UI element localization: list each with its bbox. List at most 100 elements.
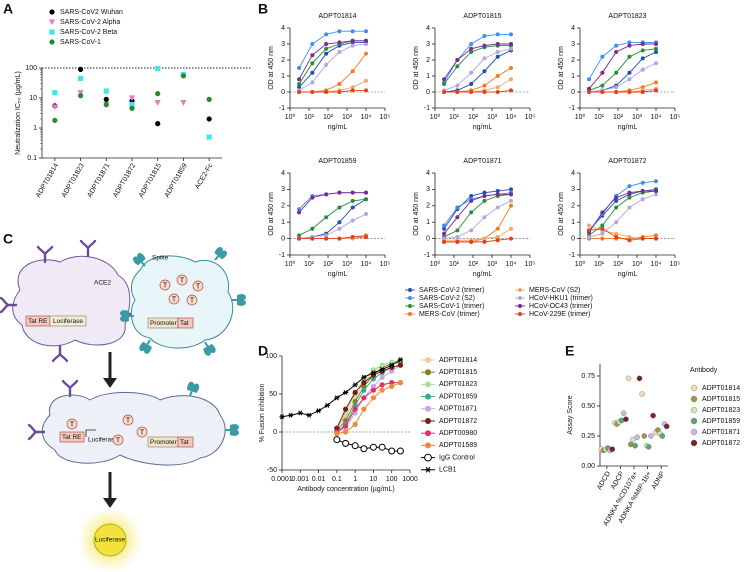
curve	[589, 228, 656, 241]
marker	[614, 234, 619, 239]
marker	[324, 233, 329, 238]
marker	[640, 42, 645, 46]
x-tick-label: ADPT01823	[61, 162, 86, 199]
y-tick-label: 4	[571, 170, 575, 177]
marker	[379, 367, 385, 373]
tat-label: Tat	[180, 320, 189, 327]
marker	[297, 82, 302, 86]
marker	[324, 32, 329, 37]
marker	[103, 102, 109, 108]
curve	[298, 30, 366, 69]
x-tick-label: 10³	[342, 261, 353, 268]
marker	[337, 82, 342, 86]
marker	[627, 90, 632, 94]
y-tick-label: 2	[571, 57, 575, 64]
y-tick-label: 2	[571, 203, 575, 210]
curve	[299, 53, 367, 93]
curve	[444, 49, 512, 93]
marker	[379, 387, 385, 393]
x-tick-label: 1	[353, 476, 357, 483]
y-tick-label: -1	[424, 105, 430, 112]
marker	[389, 362, 395, 368]
y-tick-label: 3	[426, 41, 430, 48]
marker	[614, 43, 619, 48]
marker	[469, 90, 474, 94]
marker	[641, 433, 648, 439]
y-tick-label: 4	[426, 170, 430, 177]
arrowhead	[103, 498, 117, 508]
marker	[342, 389, 349, 396]
curve	[298, 40, 366, 85]
marker	[482, 83, 487, 88]
marker	[587, 234, 592, 239]
marker	[623, 416, 629, 422]
marker	[614, 205, 619, 210]
marker	[654, 50, 658, 54]
tat-protein-label: T	[126, 417, 131, 424]
marker	[364, 42, 368, 46]
x-tick-label: 10¹	[449, 114, 460, 121]
marker	[360, 445, 368, 453]
marker	[324, 236, 329, 241]
marker	[352, 421, 358, 427]
marker	[337, 29, 342, 34]
marker	[509, 226, 513, 231]
marker	[690, 428, 698, 436]
legend-label: LCB1	[439, 467, 457, 474]
y-tick-label: 0.1	[27, 155, 37, 162]
marker	[155, 66, 161, 72]
curve	[444, 78, 512, 93]
x-tick-label: 10²	[468, 261, 479, 268]
marker	[442, 223, 447, 228]
marker	[482, 69, 487, 74]
cell-ace2	[12, 255, 131, 347]
marker	[297, 210, 302, 215]
marker	[297, 207, 302, 212]
marker	[408, 288, 412, 292]
marker	[600, 236, 605, 241]
marker	[442, 236, 447, 241]
marker	[509, 46, 513, 51]
x-tick-label: 10¹	[304, 261, 315, 268]
x-tick-label: 10⁰	[575, 113, 586, 121]
marker	[361, 406, 367, 412]
marker	[370, 383, 377, 389]
marker	[379, 382, 385, 388]
marker	[424, 453, 432, 462]
marker	[482, 56, 487, 61]
x-tick-label: 10⁵	[525, 114, 536, 121]
marker	[310, 42, 315, 46]
marker	[297, 90, 302, 94]
x-axis-label: ng/mL	[473, 124, 493, 131]
x-tick-label: ADNP	[651, 470, 667, 491]
x-tick-label: 10⁴	[506, 114, 517, 121]
tat-label: Tat	[180, 439, 189, 446]
x-axis-label: ng/mL	[473, 271, 493, 278]
marker	[640, 180, 645, 185]
tat-protein-label: T	[196, 283, 201, 290]
x-tick-label: 100	[386, 476, 398, 483]
x-tick-label: 10	[370, 476, 378, 483]
y-axis-label: OD at 450 nm	[268, 192, 275, 236]
marker	[640, 189, 645, 194]
curve	[443, 192, 512, 226]
panel-label: C	[3, 231, 13, 247]
marker	[49, 29, 55, 35]
marker	[509, 66, 513, 70]
marker	[509, 236, 513, 241]
diagram: C ACE2 Tat RE Luciferase Spike Promoter …	[0, 231, 247, 571]
marker	[627, 184, 632, 189]
marker	[654, 189, 658, 194]
y-tick-label: -1	[569, 105, 575, 112]
marker	[370, 376, 377, 382]
y-tick-label: 4	[281, 25, 285, 32]
x-tick-label: 10²	[323, 261, 334, 268]
marker	[600, 226, 605, 231]
marker	[389, 368, 395, 374]
curve	[299, 213, 367, 240]
tat-protein	[159, 279, 171, 291]
marker	[397, 362, 404, 368]
y-axis-label: Assay Score	[567, 395, 574, 434]
marker	[654, 179, 658, 184]
marker	[640, 67, 645, 72]
